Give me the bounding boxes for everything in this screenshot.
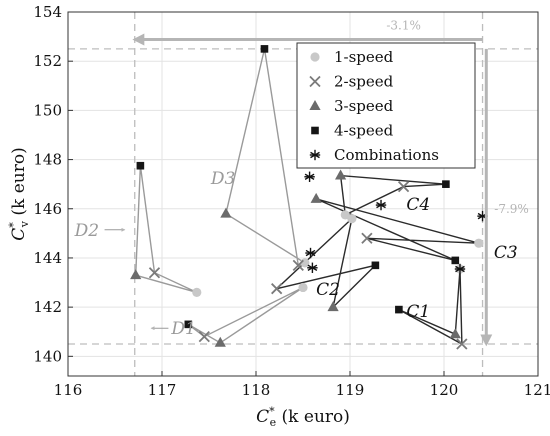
point-c4-x (397, 180, 410, 193)
annotation-c2: C2 (316, 280, 340, 300)
annotation-c1: C1 (406, 302, 430, 322)
point-combination (454, 263, 466, 275)
x-axis-label: C* e (k euro) (256, 405, 350, 429)
point-c1-square (395, 305, 403, 314)
annotation-c3: C3 (494, 243, 518, 263)
legend-label: 2-speed (334, 73, 394, 91)
legend-label: 1-speed (334, 48, 394, 66)
point-c3-circle (474, 238, 484, 248)
point-combination (307, 262, 318, 273)
y-tick-label: 152 (33, 52, 62, 70)
legend-label: 4-speed (334, 122, 394, 140)
y-tick-label: 140 (33, 347, 62, 365)
annotation-d1: D1 (170, 319, 195, 339)
point-c3-x (361, 232, 373, 244)
annotation-d3: D3 (210, 169, 235, 189)
arrow-label: -7.9% (494, 202, 529, 216)
point-d2-square (136, 161, 145, 170)
point-c4-triangle (335, 169, 347, 180)
x-tick-label: 121 (524, 381, 550, 399)
point-combination (305, 247, 316, 259)
legend-label: 3-speed (334, 97, 394, 115)
x-tick-label: 120 (430, 381, 459, 399)
point-d1-x (198, 331, 210, 343)
point-d2-x (148, 267, 161, 279)
annotation-d2: D2 (74, 221, 99, 241)
legend: 1-speed 2-speed 3-speed 4-speed Combinations (296, 42, 476, 169)
x-tick-label: 119 (336, 381, 365, 399)
point-d3-x (292, 259, 304, 271)
point-d1-square (184, 320, 193, 329)
point-combination (304, 171, 315, 182)
legend-marker-square (311, 126, 319, 135)
legend-marker-asterisk (309, 149, 321, 161)
legend-marker-triangle (309, 100, 321, 110)
point-c2-square (371, 261, 380, 270)
point-d1-circle (298, 282, 308, 293)
arrow-label: -3.1% (386, 19, 421, 33)
y-tick-label: 148 (33, 151, 62, 169)
point-c1-x (456, 338, 468, 350)
point-c3-triangle (310, 192, 322, 203)
legend-marker-x (309, 75, 321, 88)
y-tick-label: 146 (33, 200, 62, 218)
x-tick-label: 118 (242, 381, 271, 399)
legend-box (296, 42, 476, 169)
point-d1-triangle (214, 336, 226, 347)
y-tick-label: 142 (33, 298, 62, 316)
point-d2-triangle (130, 269, 142, 280)
point-c2-x (271, 283, 283, 295)
x-tick-label: 116 (54, 381, 83, 399)
point-c3-square (451, 256, 460, 265)
legend-marker-circle (310, 52, 320, 62)
legend-label: Combinations (334, 146, 439, 164)
y-tick-label: 150 (33, 101, 62, 119)
y-axis-label: C*v (k euro) (7, 147, 31, 240)
y-tick-label: 144 (33, 249, 62, 267)
y-tick-label: 154 (33, 3, 62, 21)
point-c4-circle (340, 210, 350, 220)
point-c1-triangle (449, 328, 461, 339)
point-combination (375, 199, 387, 211)
point-d3-square (260, 45, 269, 53)
point-c4-square (442, 180, 450, 188)
point-d2-circle (192, 287, 202, 297)
point-d3-triangle (220, 207, 232, 218)
annotation-c4: C4 (406, 195, 430, 215)
axes-frame (67, 11, 539, 377)
point-c2-triangle (327, 301, 339, 312)
x-tick-label: 117 (148, 381, 177, 399)
